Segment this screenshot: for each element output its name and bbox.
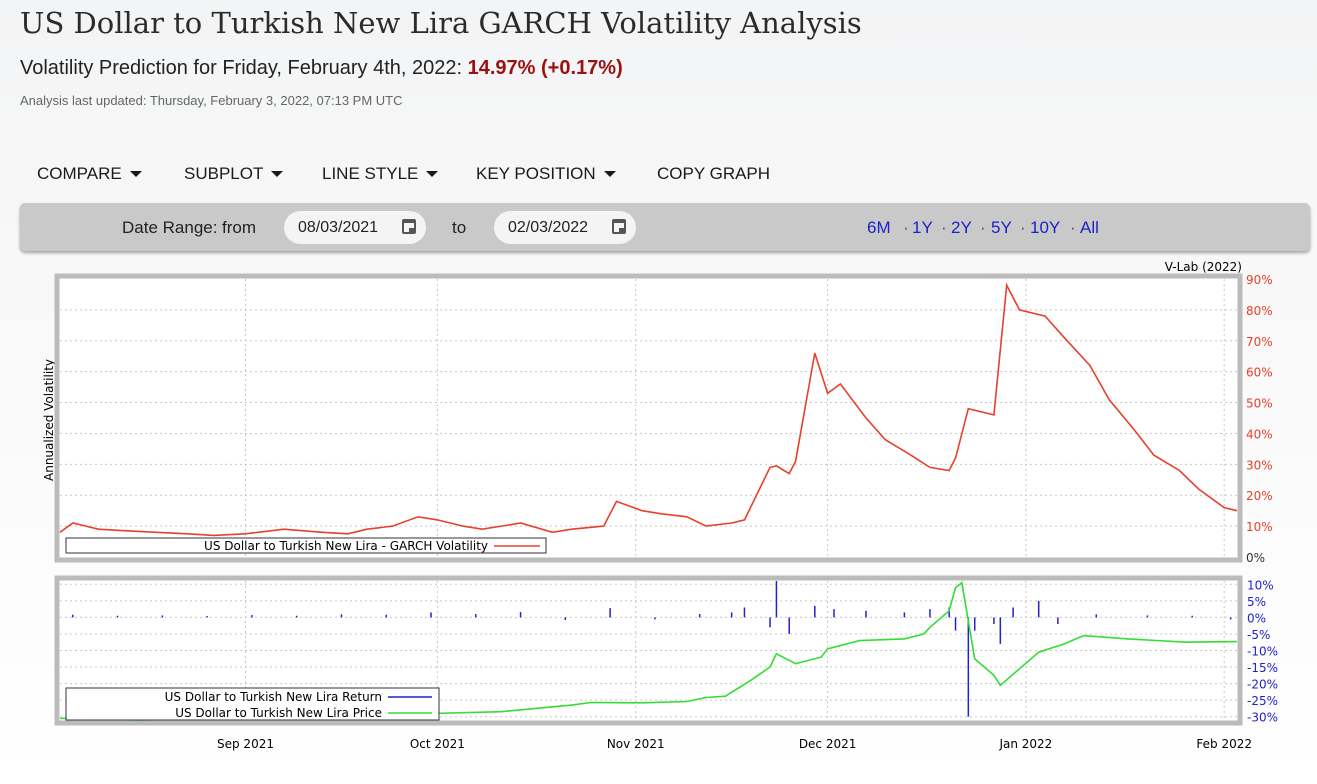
volatility-line [59,282,1238,537]
range-5y-link[interactable]: 5Y [991,218,1012,237]
volatility-plot-frame [54,273,1243,563]
line-style-label: LINE STYLE [322,164,419,183]
legend-label: US Dollar to Turkish New Lira Price [175,706,382,720]
y-tick-label: 10% [1246,520,1273,534]
legend-label: US Dollar to Turkish New Lira Return [165,690,382,704]
y-tick-label: 40% [1246,427,1273,441]
range-6m-link[interactable]: 6M [867,218,891,237]
prediction-label: Volatility Prediction for Friday, Februa… [20,57,463,79]
calendar-icon[interactable] [402,219,416,234]
x-tick-label: Jan 2022 [998,737,1052,751]
last-updated-text: Analysis last updated: Thursday, Februar… [20,93,403,108]
chevron-down-icon [426,170,439,177]
to-date-input[interactable]: 02/03/2022 [494,211,636,244]
date-range-label: Date Range: [122,218,218,237]
to-date-value: 02/03/2022 [508,219,589,236]
volatility-y-ticks: 90% 80% 70% 60% 50% 40% 30% 20% 10% 0% [1246,273,1273,565]
y-tick-label: 50% [1246,397,1273,411]
series-lines [59,282,1238,721]
chevron-down-icon [129,170,142,177]
from-label: from [222,218,256,237]
y-tick-label: 70% [1246,335,1273,349]
compare-label: COMPARE [37,164,122,183]
returns-y-ticks: 10% 5% 0% -5% -10% -15% -20% -25% -30% [1247,578,1278,724]
key-position-menu[interactable]: KEY POSITION [476,164,616,184]
y-tick-label: 60% [1246,366,1273,380]
y-tick-label: -30% [1247,711,1278,725]
chart-toolbar: COMPARE SUBPLOT LINE STYLE KEY POSITION … [0,164,820,186]
x-tick-label: Sep 2021 [217,737,274,751]
x-tick-label: Oct 2021 [410,737,465,751]
legend-label: US Dollar to Turkish New Lira - GARCH Vo… [204,539,488,553]
y-tick-label: 90% [1246,273,1273,287]
y-tick-label: -5% [1247,628,1270,642]
chevron-down-icon [271,170,284,177]
date-range-bar: Date Range: from 08/03/2021 to 02/03/202… [20,203,1310,251]
legend-box [65,687,440,721]
return-bars [72,581,1232,717]
range-10y-link[interactable]: 10Y [1030,218,1061,237]
key-position-label: KEY POSITION [476,164,596,183]
y-tick-label: 0% [1246,551,1265,565]
y-tick-label: 20% [1246,489,1273,503]
y-tick-label: 0% [1247,611,1266,625]
to-label: to [452,218,467,237]
line-style-menu[interactable]: LINE STYLE [322,164,439,184]
y-tick-label: -15% [1247,661,1278,675]
chart-credit: V-Lab (2022) [1165,260,1242,274]
y-axis-label: Annualized Volatility [42,359,56,481]
page-title: US Dollar to Turkish New Lira GARCH Vola… [20,6,862,40]
calendar-icon[interactable] [612,219,626,234]
x-tick-label: Nov 2021 [607,737,665,751]
y-tick-label: 10% [1247,578,1274,592]
chevron-down-icon [603,170,616,177]
y-tick-label: 80% [1246,304,1273,318]
range-1y-link[interactable]: 1Y [912,218,933,237]
range-separator: · [941,218,947,237]
subplot-menu[interactable]: SUBPLOT [184,164,284,184]
subplot-label: SUBPLOT [184,164,264,183]
y-tick-label: 5% [1247,595,1266,609]
x-tick-label: Feb 2022 [1196,737,1252,751]
volatility-prediction: Volatility Prediction for Friday, Februa… [20,57,623,80]
copy-graph-button[interactable]: COPY GRAPH [657,164,771,183]
legend-box [65,537,547,554]
compare-menu[interactable]: COMPARE [37,164,142,184]
range-separator: · [903,218,909,237]
x-axis-ticks: Sep 2021 Oct 2021 Nov 2021 Dec 2021 Jan 2022… [217,737,1252,751]
from-date-input[interactable]: 08/03/2021 [284,211,426,244]
range-separator: · [1020,218,1026,237]
y-tick-label: -25% [1247,694,1278,708]
range-all-link[interactable]: All [1080,218,1099,237]
range-separator: · [1070,218,1076,237]
range-separator: · [980,218,986,237]
returns-legend: US Dollar to Turkish New Lira Return US D… [65,687,440,721]
y-tick-label: -20% [1247,678,1278,692]
volatility-legend: US Dollar to Turkish New Lira - GARCH Vo… [65,537,547,554]
y-tick-label: 30% [1246,458,1273,472]
prediction-value: 14.97% (+0.17%) [467,57,623,79]
from-date-value: 08/03/2021 [298,219,379,236]
y-tick-label: -10% [1247,645,1278,659]
price-line [59,581,1238,721]
range-2y-link[interactable]: 2Y [951,218,972,237]
x-tick-label: Dec 2021 [799,737,857,751]
